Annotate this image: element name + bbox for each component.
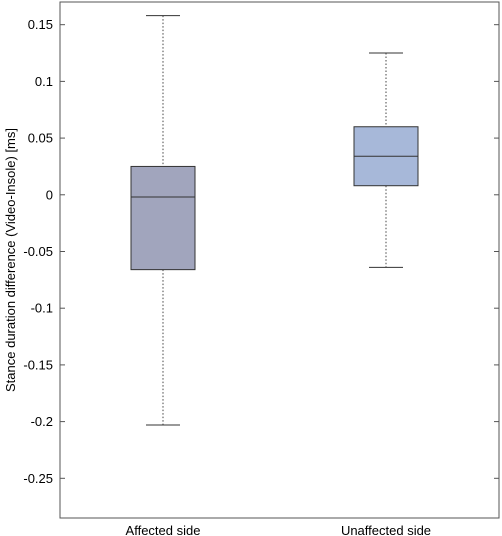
y-axis-title: Stance duration difference (Video-Insole… (3, 128, 18, 392)
box-series (130, 15, 419, 426)
y-tick-label: 0.05 (28, 131, 53, 146)
y-tick-label: 0 (46, 187, 53, 202)
y-tick-label: -0.1 (31, 301, 53, 316)
y-axis-ticks: 0.15 0.1 0.05 0 -0.05 -0.1 -0.15 -0.2 -0.25 (23, 17, 499, 486)
y-tick-label: -0.25 (23, 471, 53, 486)
x-axis-labels: Affected side Unaffected side (126, 523, 432, 536)
y-tick-label: 0.1 (35, 74, 53, 89)
y-tick-label: -0.05 (23, 244, 53, 259)
y-tick-label: 0.15 (28, 17, 53, 32)
y-tick-label: -0.15 (23, 357, 53, 372)
y-tick-label: -0.2 (31, 414, 53, 429)
x-category-label: Affected side (126, 523, 201, 536)
x-category-label: Unaffected side (341, 523, 431, 536)
plot-frame (59, 1, 500, 519)
affected-side-box (130, 165, 196, 271)
